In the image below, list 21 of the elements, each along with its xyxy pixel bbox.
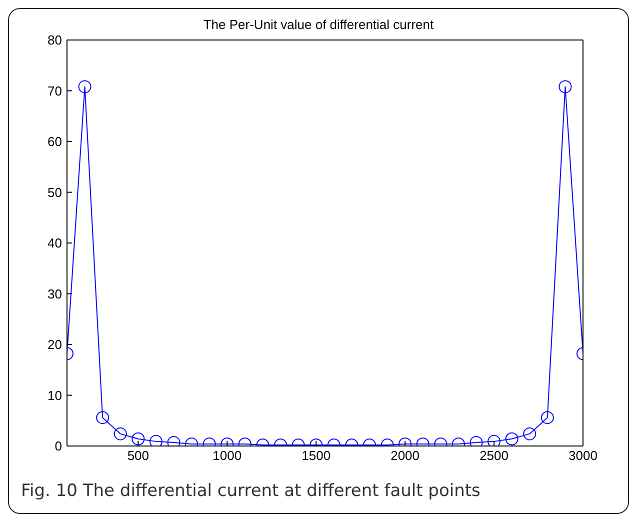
y-tick-label: 30 (48, 286, 62, 302)
y-tick-label: 40 (48, 236, 62, 251)
y-tick-label: 20 (48, 337, 62, 352)
y-tick-label: 0 (54, 438, 62, 454)
y-tick-label: 80 (48, 32, 62, 48)
y-tick-label: 70 (48, 83, 62, 98)
y-tick-label: 10 (48, 388, 62, 403)
x-tick-label: 500 (127, 448, 150, 464)
y-tick-label: 60 (48, 134, 62, 150)
x-tick-label: 1000 (212, 448, 242, 464)
point (488, 434, 501, 446)
x-tick-label: 1500 (302, 448, 331, 464)
x-tick-label: 2000 (390, 448, 420, 464)
point (149, 434, 162, 446)
point (558, 80, 572, 94)
x-tick-label: 3000 (568, 448, 598, 464)
chart-title: The Per-Unit value of differential current (202, 17, 435, 32)
x-tick-label: 2500 (480, 448, 508, 464)
point (78, 80, 92, 94)
y-tick-label: 50 (48, 184, 62, 200)
caption: Fig. 10 The differential current at different fault points (21, 481, 480, 501)
